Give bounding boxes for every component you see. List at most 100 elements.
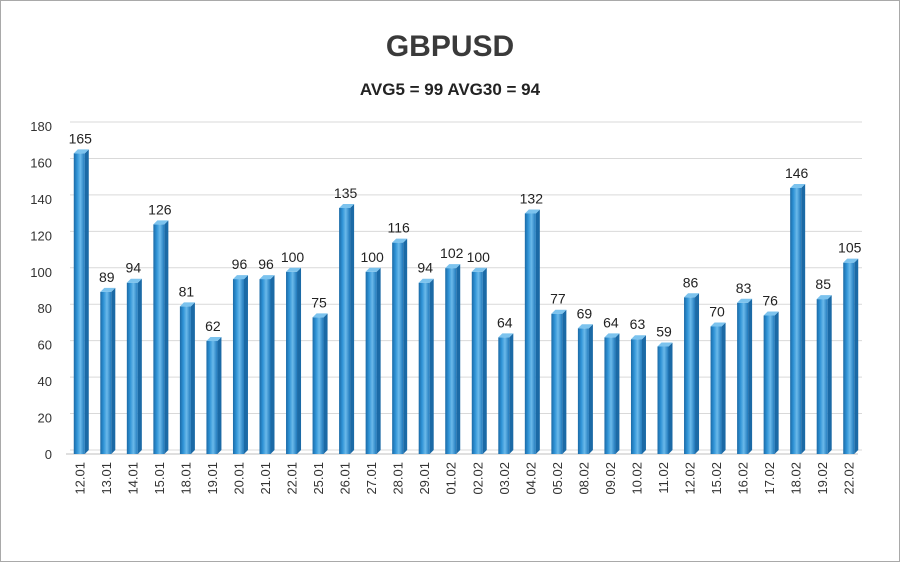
x-tick-label: 13.01 <box>99 462 114 495</box>
data-label: 63 <box>630 316 646 332</box>
bar-side <box>615 333 620 454</box>
bar-side <box>509 333 514 454</box>
bar-front <box>630 339 642 454</box>
bar-front <box>498 337 510 454</box>
bar-top <box>737 298 753 303</box>
y-tick-label: 40 <box>38 374 52 389</box>
bar-top <box>73 149 89 154</box>
bar-side <box>217 337 222 454</box>
bar-top <box>604 333 620 338</box>
data-label: 64 <box>603 314 619 330</box>
bar-side <box>111 287 116 454</box>
bar-side <box>350 204 355 454</box>
x-tick-label: 18.01 <box>178 462 193 495</box>
bar-front <box>524 213 536 454</box>
data-label: 85 <box>815 276 831 292</box>
data-label: 96 <box>258 256 274 272</box>
bar-top <box>179 302 195 307</box>
data-label: 126 <box>148 201 172 217</box>
bar-top <box>843 258 859 263</box>
x-tick-label: 15.02 <box>709 462 724 495</box>
bar-top <box>312 313 328 318</box>
bar-side <box>456 264 461 454</box>
x-tick-label: 01.02 <box>444 462 459 495</box>
x-tick-label: 22.01 <box>285 462 300 495</box>
chart-title: GBPUSD <box>385 30 515 63</box>
bar-side <box>641 335 646 454</box>
bar-side <box>827 295 832 454</box>
data-label: 132 <box>520 190 544 206</box>
x-tick-label: 25.01 <box>311 462 326 495</box>
bar-front <box>551 313 563 454</box>
bar <box>259 275 275 454</box>
bar <box>286 267 302 454</box>
bar <box>684 293 700 454</box>
y-tick-label: 60 <box>38 338 52 353</box>
x-tick-label: 04.02 <box>523 462 538 495</box>
bar-side <box>801 183 806 454</box>
x-tick-label: 22.02 <box>842 462 857 495</box>
data-label: 75 <box>311 294 327 310</box>
bar-side <box>695 293 700 454</box>
data-label: 135 <box>334 185 358 201</box>
bar-side <box>482 267 487 454</box>
bar-front <box>365 271 377 454</box>
data-label: 70 <box>709 303 725 319</box>
bar-top <box>630 335 646 340</box>
x-tick-label: 27.01 <box>364 462 379 495</box>
bar <box>763 311 779 454</box>
bar-front <box>710 326 722 454</box>
bar-top <box>126 278 142 283</box>
bar <box>604 333 620 454</box>
y-tick-label: 160 <box>30 155 52 170</box>
bar-top <box>232 275 248 280</box>
x-tick-label: 21.01 <box>258 462 273 495</box>
bar <box>153 220 169 454</box>
bar <box>179 302 195 454</box>
bar-top <box>445 264 461 269</box>
x-tick-label: 19.01 <box>205 462 220 495</box>
bar-front <box>604 337 616 454</box>
bar <box>206 337 222 454</box>
bar-front <box>153 224 165 454</box>
bar <box>312 313 328 454</box>
data-label: 102 <box>440 245 464 261</box>
bar-front <box>259 279 271 454</box>
x-tick-label: 02.02 <box>470 462 485 495</box>
bar-top <box>551 309 567 314</box>
x-tick-label: 15.01 <box>152 462 167 495</box>
bar-top <box>577 324 593 329</box>
data-label: 76 <box>762 293 778 309</box>
gridlines <box>66 121 862 455</box>
bar-top <box>684 293 700 298</box>
y-tick-label: 0 <box>45 447 52 462</box>
bar <box>843 258 859 454</box>
bar-front <box>232 279 244 454</box>
x-tick-label: 16.02 <box>736 462 751 495</box>
bar-side <box>137 278 142 454</box>
x-tick-label: 05.02 <box>550 462 565 495</box>
bar-top <box>153 220 169 225</box>
data-label: 94 <box>417 260 433 276</box>
bar-side <box>190 302 195 454</box>
y-tick-label: 140 <box>30 192 52 207</box>
bar-front <box>790 187 802 454</box>
x-tick-label: 12.02 <box>683 462 698 495</box>
x-tick-label: 12.01 <box>72 462 87 495</box>
bar <box>524 209 540 454</box>
bar-top <box>524 209 540 214</box>
bar-side <box>84 149 89 455</box>
bar <box>551 309 567 454</box>
bar-top <box>206 337 222 342</box>
bar-top <box>392 238 408 243</box>
x-tick-label: 10.02 <box>629 462 644 495</box>
x-axis: 12.01 13.01 14.01 15.01 18.01 19.01 20.01 21.01… <box>72 462 856 495</box>
data-label: 89 <box>99 269 115 285</box>
bar <box>790 183 806 454</box>
bar <box>816 295 832 454</box>
data-label: 116 <box>388 220 411 236</box>
bar-front <box>73 153 85 455</box>
bar-side <box>774 311 779 454</box>
bar-top <box>471 267 487 272</box>
